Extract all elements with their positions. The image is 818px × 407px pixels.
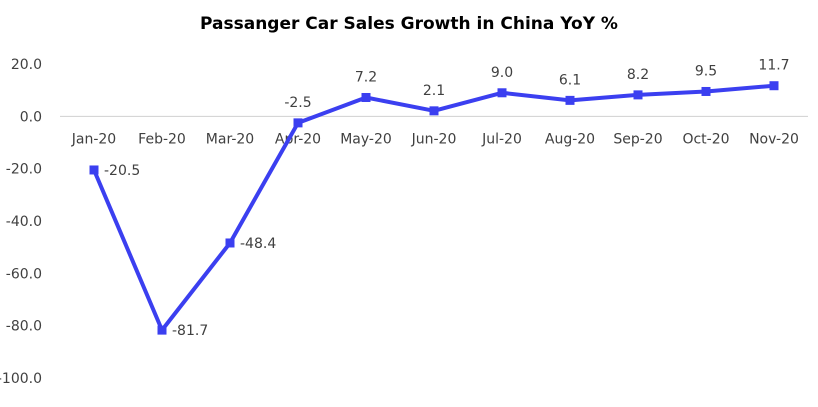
- y-tick-label: -40.0: [6, 214, 42, 230]
- series-line: [92, 83, 776, 333]
- y-tick-label: 20.0: [11, 57, 42, 73]
- x-axis-tick-labels: Jan-20 Feb-20 Mar-20 Apr-20 May-20 Jun-20 Jul-…: [71, 131, 799, 147]
- data-point-marker: [701, 86, 711, 96]
- data-point-marker: [633, 90, 643, 100]
- data-label: 8.2: [627, 67, 649, 83]
- y-tick-label: -60.0: [6, 266, 42, 282]
- data-point-marker: [293, 118, 303, 128]
- x-tick-label: Feb-20: [138, 131, 186, 147]
- data-label: 7.2: [355, 69, 377, 85]
- x-tick-label: Apr-20: [275, 131, 321, 147]
- data-label: 2.1: [423, 83, 445, 99]
- x-tick-label: May-20: [340, 131, 392, 147]
- y-tick-label: 0.0: [20, 109, 42, 125]
- data-point-marker: [769, 81, 779, 91]
- data-label: -48.4: [240, 236, 276, 252]
- x-tick-label: Nov-20: [749, 131, 799, 147]
- x-tick-label: Oct-20: [682, 131, 729, 147]
- x-tick-label: Mar-20: [206, 131, 254, 147]
- data-point-marker: [225, 238, 235, 248]
- x-tick-label: Jul-20: [481, 131, 522, 147]
- x-tick-label: Jan-20: [71, 131, 116, 147]
- data-point-marker: [429, 106, 439, 116]
- data-point-marker: [565, 95, 575, 105]
- data-label: 9.5: [695, 63, 717, 79]
- y-tick-label: -80.0: [6, 319, 42, 335]
- chart-title: Passanger Car Sales Growth in China YoY …: [200, 14, 618, 34]
- y-tick-label: -20.0: [6, 162, 42, 178]
- x-tick-label: Aug-20: [545, 131, 595, 147]
- data-label: -81.7: [172, 323, 208, 339]
- x-tick-label: Jun-20: [411, 131, 457, 147]
- data-label: 9.0: [491, 65, 513, 81]
- data-point-marker: [157, 325, 167, 335]
- series-layer: -20.5 -81.7 -48.4 -2.5 7.2 2.1 9.0 6.1 8.2 9.5 11.…: [89, 58, 790, 339]
- data-point-marker: [497, 88, 507, 98]
- y-tick-label: -100.0: [0, 371, 42, 387]
- data-label: -20.5: [104, 163, 140, 179]
- data-point-marker: [89, 165, 99, 175]
- x-tick-label: Sep-20: [613, 131, 662, 147]
- data-label: 11.7: [758, 58, 789, 74]
- data-label: -2.5: [284, 95, 311, 111]
- y-axis-tick-labels: 20.0 0.0 -20.0 -40.0 -60.0 -80.0 -100.0: [0, 57, 42, 387]
- data-point-marker: [361, 92, 371, 102]
- data-label: 6.1: [559, 72, 581, 88]
